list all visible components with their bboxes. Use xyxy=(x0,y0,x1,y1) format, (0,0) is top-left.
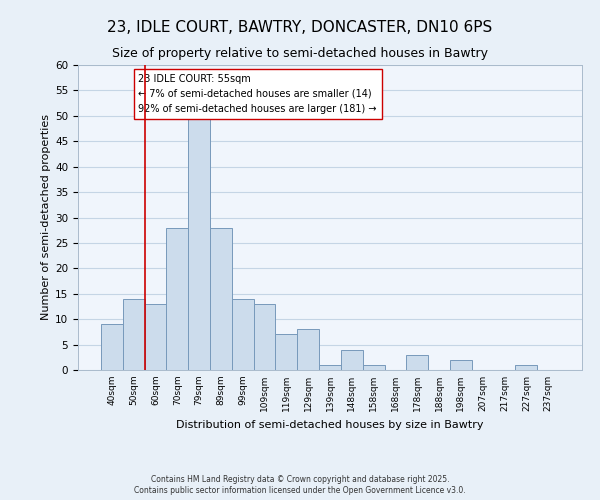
Text: 23, IDLE COURT, BAWTRY, DONCASTER, DN10 6PS: 23, IDLE COURT, BAWTRY, DONCASTER, DN10 … xyxy=(107,20,493,35)
Bar xyxy=(515,365,537,370)
Bar xyxy=(145,304,166,370)
Bar xyxy=(166,228,188,370)
Text: Size of property relative to semi-detached houses in Bawtry: Size of property relative to semi-detach… xyxy=(112,48,488,60)
Y-axis label: Number of semi-detached properties: Number of semi-detached properties xyxy=(41,114,51,320)
Text: 23 IDLE COURT: 55sqm
← 7% of semi-detached houses are smaller (14)
92% of semi-d: 23 IDLE COURT: 55sqm ← 7% of semi-detach… xyxy=(139,74,377,114)
Bar xyxy=(450,360,472,370)
Bar xyxy=(319,365,341,370)
Bar xyxy=(101,324,123,370)
Text: Contains HM Land Registry data © Crown copyright and database right 2025.: Contains HM Land Registry data © Crown c… xyxy=(151,475,449,484)
Text: Contains public sector information licensed under the Open Government Licence v3: Contains public sector information licen… xyxy=(134,486,466,495)
Bar xyxy=(123,299,145,370)
Bar xyxy=(363,365,385,370)
X-axis label: Distribution of semi-detached houses by size in Bawtry: Distribution of semi-detached houses by … xyxy=(176,420,484,430)
Bar xyxy=(406,355,428,370)
Bar xyxy=(275,334,297,370)
Bar xyxy=(254,304,275,370)
Bar xyxy=(341,350,363,370)
Bar xyxy=(188,116,210,370)
Bar xyxy=(297,330,319,370)
Bar xyxy=(210,228,232,370)
Bar xyxy=(232,299,254,370)
